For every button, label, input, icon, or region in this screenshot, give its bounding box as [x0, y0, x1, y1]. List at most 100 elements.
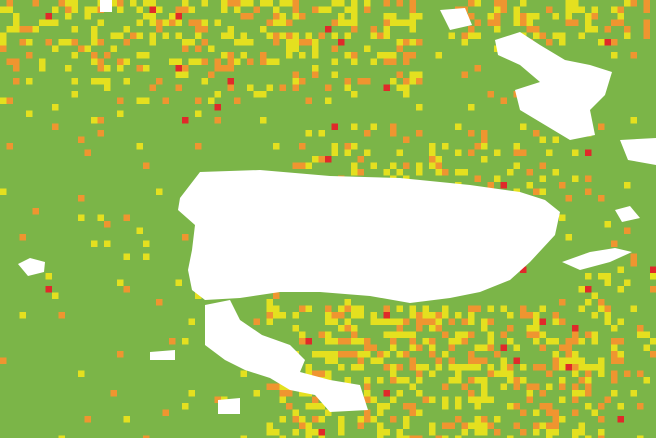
- grid-cell: [520, 123, 527, 130]
- grid-cell: [539, 403, 546, 410]
- grid-cell: [351, 364, 358, 371]
- grid-cell: [299, 52, 306, 59]
- grid-cell: [136, 6, 143, 13]
- grid-cell: [559, 357, 566, 364]
- grid-cell: [32, 208, 39, 215]
- grid-cell: [364, 409, 371, 416]
- grid-cell: [494, 0, 501, 7]
- grid-cell: [279, 416, 286, 423]
- grid-cell: [396, 435, 403, 438]
- grid-cell: [273, 39, 280, 46]
- grid-cell: [0, 97, 7, 104]
- grid-cell: [552, 13, 559, 20]
- grid-cell: [448, 377, 455, 384]
- grid-cell: [71, 6, 78, 13]
- grid-cell: [71, 52, 78, 59]
- grid-cell: [416, 130, 423, 137]
- grid-cell: [585, 390, 592, 397]
- grid-cell: [364, 344, 371, 351]
- grid-cell: [286, 403, 293, 410]
- grid-cell: [572, 175, 579, 182]
- grid-cell: [136, 227, 143, 234]
- grid-cell: [377, 357, 384, 364]
- grid-cell: [299, 143, 306, 150]
- grid-cell: [442, 305, 449, 312]
- grid-cell: [377, 377, 384, 384]
- grid-cell: [435, 318, 442, 325]
- grid-cell: [299, 39, 306, 46]
- grid-cell: [182, 117, 189, 124]
- grid-cell: [487, 364, 494, 371]
- grid-cell: [546, 422, 553, 429]
- grid-cell: [390, 19, 397, 26]
- grid-cell: [403, 19, 410, 26]
- grid-cell: [572, 383, 579, 390]
- grid-cell: [637, 325, 644, 332]
- grid-cell: [559, 182, 566, 189]
- grid-cell: [390, 162, 397, 169]
- grid-cell: [370, 318, 377, 325]
- grid-cell: [195, 143, 202, 150]
- grid-cell: [500, 305, 507, 312]
- grid-cell: [507, 435, 514, 438]
- grid-cell: [455, 403, 462, 410]
- grid-cell: [182, 0, 189, 7]
- grid-cell: [539, 175, 546, 182]
- grid-cell: [136, 143, 143, 150]
- grid-cell: [500, 383, 507, 390]
- grid-cell: [26, 52, 33, 59]
- grid-cell: [234, 0, 241, 7]
- grid-cell: [390, 318, 397, 325]
- grid-cell: [292, 325, 299, 332]
- grid-cell: [312, 156, 319, 163]
- grid-cell: [591, 26, 598, 33]
- grid-cell: [71, 26, 78, 33]
- grid-cell: [533, 26, 540, 33]
- grid-cell: [643, 377, 650, 384]
- grid-cell: [357, 351, 364, 358]
- grid-cell: [409, 357, 416, 364]
- grid-cell: [169, 58, 176, 65]
- grid-cell: [416, 370, 423, 377]
- grid-cell: [442, 169, 449, 176]
- grid-cell: [513, 357, 520, 364]
- grid-cell: [552, 32, 559, 39]
- grid-cell: [487, 182, 494, 189]
- grid-cell: [344, 351, 351, 358]
- grid-cell: [578, 429, 585, 436]
- grid-cell: [273, 312, 280, 319]
- grid-cell: [416, 409, 423, 416]
- grid-cell: [305, 130, 312, 137]
- grid-cell: [344, 84, 351, 91]
- grid-cell: [201, 0, 208, 7]
- grid-cell: [234, 6, 241, 13]
- grid-cell: [474, 396, 481, 403]
- grid-cell: [65, 6, 72, 13]
- grid-cell: [195, 292, 202, 299]
- grid-cell: [292, 312, 299, 319]
- grid-cell: [416, 169, 423, 176]
- grid-cell: [78, 214, 85, 221]
- grid-cell: [208, 97, 215, 104]
- grid-cell: [572, 338, 579, 345]
- grid-cell: [351, 325, 358, 332]
- grid-cell: [520, 377, 527, 384]
- grid-cell: [253, 390, 260, 397]
- grid-cell: [188, 390, 195, 397]
- grid-cell: [422, 318, 429, 325]
- grid-cell: [409, 344, 416, 351]
- grid-cell: [325, 305, 332, 312]
- grid-cell: [156, 188, 163, 195]
- grid-cell: [312, 396, 319, 403]
- grid-cell: [604, 273, 611, 280]
- grid-cell: [286, 19, 293, 26]
- grid-cell: [455, 123, 462, 130]
- grid-cell: [396, 0, 403, 7]
- grid-cell: [351, 305, 358, 312]
- grid-cell: [637, 403, 644, 410]
- grid-cell: [240, 52, 247, 59]
- grid-cell: [175, 71, 182, 78]
- grid-cell: [481, 429, 488, 436]
- grid-cell: [565, 364, 572, 371]
